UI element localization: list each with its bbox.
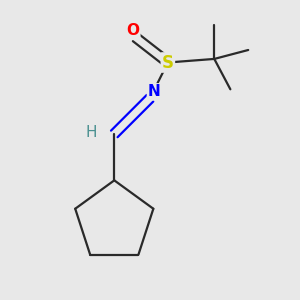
Text: S: S [162,53,174,71]
Text: H: H [85,124,97,140]
Text: N: N [148,84,161,99]
Text: O: O [126,23,140,38]
